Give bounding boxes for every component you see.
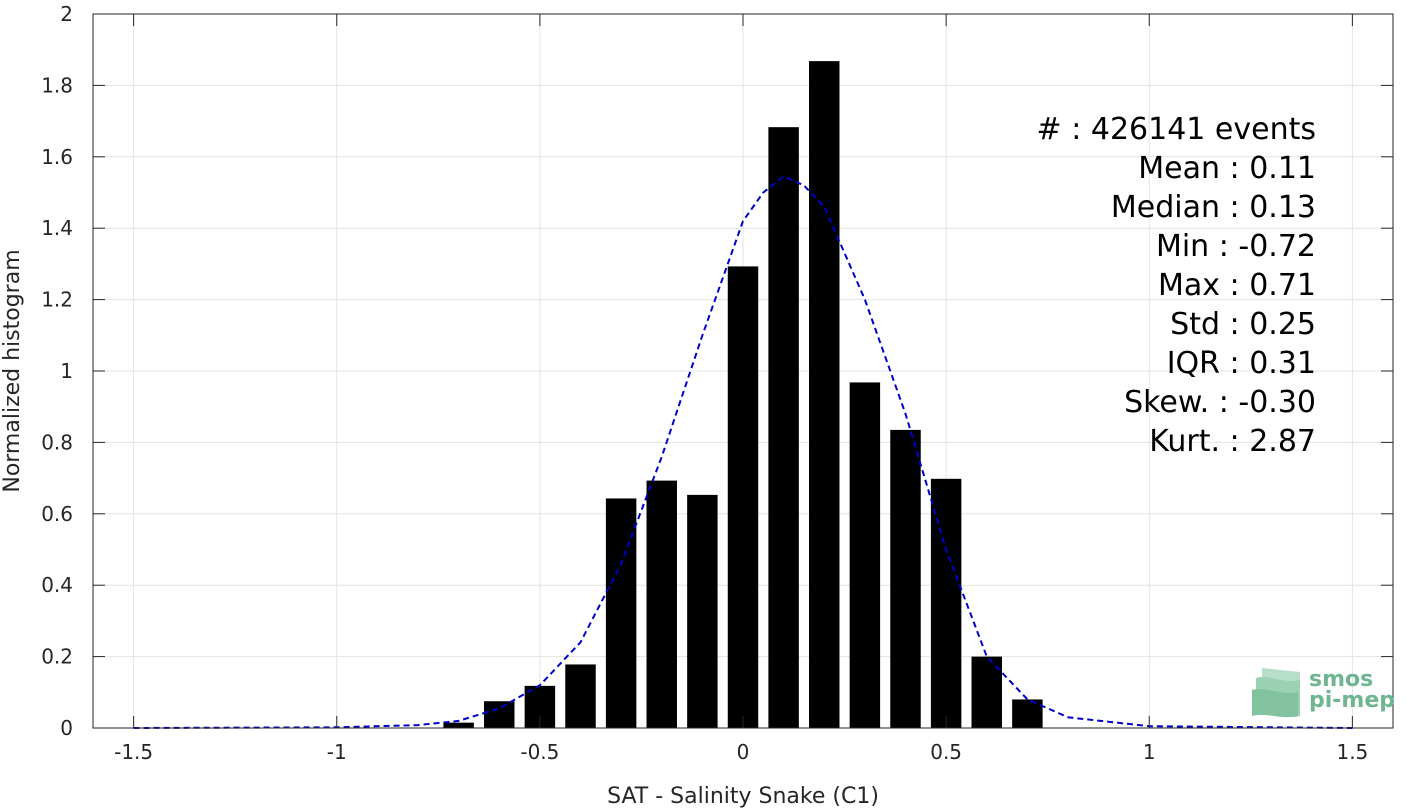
stat-line: Kurt. : 2.87: [1149, 424, 1316, 459]
y-tick-label: 1.8: [41, 73, 73, 97]
x-tick-label: -1.5: [114, 740, 153, 764]
x-axis-label: SAT - Salinity Snake (C1): [607, 784, 879, 809]
stat-line: IQR : 0.31: [1167, 346, 1316, 381]
histogram-bar: [443, 722, 474, 728]
tick-labels: -1.5 -1 -0.5 0 0.5 1 1.5 0 0.2 0.4 0.6 0.8 1 1.2 1.4 1.…: [41, 2, 1368, 764]
histogram-bar: [727, 266, 759, 728]
x-tick-label: 0: [737, 740, 750, 764]
stats-annotations: # : 426141 events Mean : 0.11 Median : 0.1…: [1037, 112, 1316, 459]
logo-text-pimep: pi-mep: [1309, 688, 1395, 713]
y-tick-label: 1.6: [41, 145, 73, 169]
y-tick-label: 0.4: [41, 573, 73, 597]
histogram-bar: [1012, 699, 1043, 728]
smos-pimep-logo: smos pi-mep: [1252, 667, 1395, 718]
stat-line: Mean : 0.11: [1138, 151, 1316, 186]
histogram-bar: [768, 127, 799, 728]
histogram-bar: [890, 429, 921, 728]
x-tick-label: 1.5: [1336, 740, 1368, 764]
stat-line: Skew. : -0.30: [1124, 385, 1316, 420]
logo-text-smos: smos: [1309, 667, 1373, 692]
y-tick-label: 0.2: [41, 645, 73, 669]
histogram-bar: [930, 478, 962, 728]
stat-line: # : 426141 events: [1037, 112, 1316, 147]
stat-line: Max : 0.71: [1158, 268, 1316, 303]
y-tick-label: 0.6: [41, 502, 73, 526]
y-tick-label: 1.2: [41, 288, 73, 312]
stat-line: Median : 0.13: [1111, 190, 1316, 225]
stat-line: Min : -0.72: [1156, 229, 1316, 264]
axis-ticks: [93, 13, 1393, 729]
y-tick-label: 0.8: [41, 430, 73, 454]
x-tick-label: 1: [1143, 740, 1156, 764]
histogram-bar: [565, 664, 596, 728]
stat-line: Std : 0.25: [1170, 307, 1316, 342]
y-tick-label: 1: [60, 359, 73, 383]
histogram-bar: [484, 701, 515, 728]
x-tick-label: -1: [327, 740, 347, 764]
histogram-bar: [849, 382, 881, 728]
logo-mark-icon: [1252, 668, 1300, 718]
histogram-bar: [809, 61, 840, 728]
histogram-bars: [443, 61, 1043, 728]
x-tick-label: -0.5: [520, 740, 559, 764]
histogram-bar: [646, 480, 677, 728]
x-tick-label: 0.5: [930, 740, 962, 764]
histogram-bar: [687, 494, 718, 728]
y-tick-label: 0: [60, 716, 73, 740]
y-tick-label: 1.4: [41, 216, 73, 240]
y-tick-label: 2: [60, 2, 73, 26]
fit-curve: [133, 175, 1353, 729]
y-axis-label: Normalized histogram: [0, 249, 25, 492]
